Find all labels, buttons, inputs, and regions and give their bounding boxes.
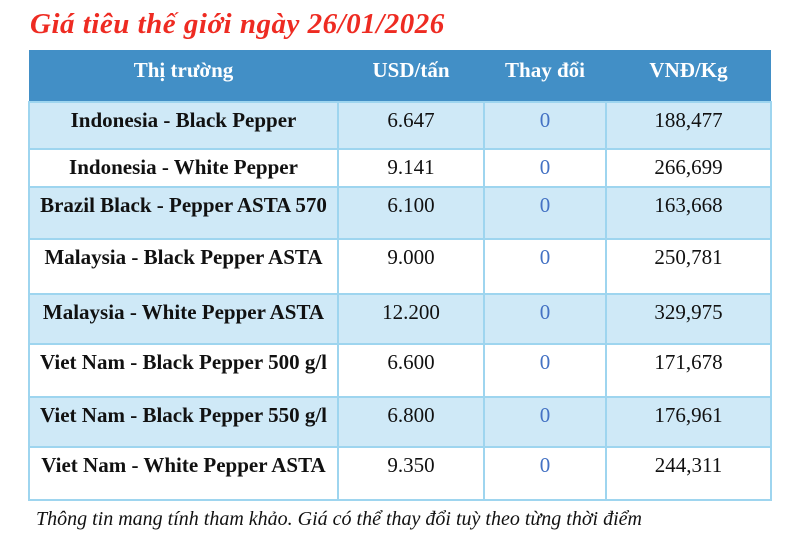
page: Giá tiêu thế giới ngày 26/01/2026 Thị tr…	[0, 8, 800, 550]
market-cell: Viet Nam - Black Pepper 500 g/l	[28, 343, 339, 398]
market-cell: Indonesia - White Pepper	[28, 148, 339, 188]
table-row: Malaysia - Black Pepper ASTA 9.000 0 250…	[28, 238, 772, 295]
usd-cell: 9.141	[337, 148, 485, 188]
change-cell: 0	[483, 186, 607, 240]
market-cell: Viet Nam - White Pepper ASTA	[28, 446, 339, 501]
change-cell: 0	[483, 446, 607, 501]
disclaimer-note: Thông tin mang tính tham khảo. Giá có th…	[36, 508, 642, 530]
market-cell: Brazil Black - Pepper ASTA 570	[28, 186, 339, 240]
change-cell: 0	[483, 293, 607, 345]
usd-cell: 9.350	[337, 446, 485, 501]
change-cell: 0	[483, 396, 607, 448]
column-header-vnd-per-kg: VNĐ/Kg	[606, 50, 771, 102]
page-title: Giá tiêu thế giới ngày 26/01/2026	[30, 8, 445, 40]
change-cell: 0	[483, 101, 607, 150]
table-row: Viet Nam - Black Pepper 550 g/l 6.800 0 …	[28, 396, 772, 448]
column-header-usd-per-ton: USD/tấn	[338, 50, 484, 102]
market-cell: Indonesia - Black Pepper	[28, 101, 339, 150]
column-header-market: Thị trường	[29, 50, 338, 102]
market-cell: Malaysia - White Pepper ASTA	[28, 293, 339, 345]
usd-cell: 6.800	[337, 396, 485, 448]
market-cell: Viet Nam - Black Pepper 550 g/l	[28, 396, 339, 448]
usd-cell: 6.600	[337, 343, 485, 398]
vnd-cell: 163,668	[605, 186, 772, 240]
usd-cell: 12.200	[337, 293, 485, 345]
table-header-row: Thị trường USD/tấn Thay đổi VNĐ/Kg	[29, 50, 771, 102]
table-row: Viet Nam - Black Pepper 500 g/l 6.600 0 …	[28, 343, 772, 398]
vnd-cell: 250,781	[605, 238, 772, 295]
vnd-cell: 176,961	[605, 396, 772, 448]
pepper-price-table: Thị trường USD/tấn Thay đổi VNĐ/Kg Indon…	[28, 50, 772, 501]
market-cell: Malaysia - Black Pepper ASTA	[28, 238, 339, 295]
table-row: Indonesia - White Pepper 9.141 0 266,699	[28, 148, 772, 188]
table-row: Indonesia - Black Pepper 6.647 0 188,477	[28, 101, 772, 150]
table-row: Brazil Black - Pepper ASTA 570 6.100 0 1…	[28, 186, 772, 240]
vnd-cell: 329,975	[605, 293, 772, 345]
table-row: Viet Nam - White Pepper ASTA 9.350 0 244…	[28, 446, 772, 501]
usd-cell: 6.647	[337, 101, 485, 150]
usd-cell: 9.000	[337, 238, 485, 295]
vnd-cell: 188,477	[605, 101, 772, 150]
vnd-cell: 266,699	[605, 148, 772, 188]
change-cell: 0	[483, 343, 607, 398]
usd-cell: 6.100	[337, 186, 485, 240]
table-row: Malaysia - White Pepper ASTA 12.200 0 32…	[28, 293, 772, 345]
change-cell: 0	[483, 148, 607, 188]
vnd-cell: 244,311	[605, 446, 772, 501]
column-header-change: Thay đổi	[484, 50, 606, 102]
vnd-cell: 171,678	[605, 343, 772, 398]
change-cell: 0	[483, 238, 607, 295]
